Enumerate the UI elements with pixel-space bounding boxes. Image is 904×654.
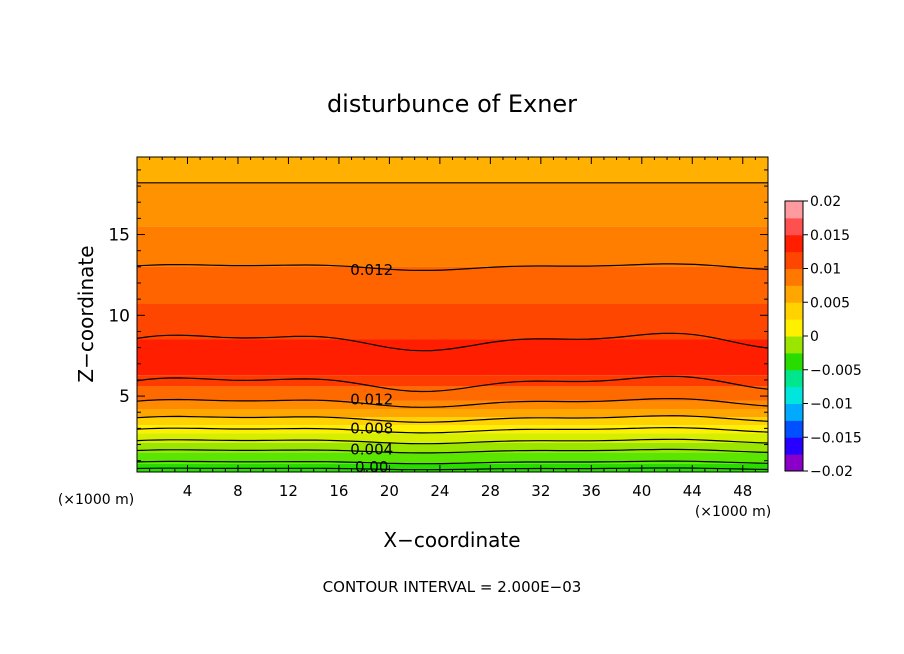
contour-lines — [136, 182, 769, 471]
contour-line — [136, 460, 769, 465]
contour-line — [136, 415, 769, 423]
contour-label: 0.004 — [350, 440, 393, 458]
colorbar-tick-label: 0.02 — [810, 194, 841, 210]
fill-band — [137, 442, 768, 453]
fill-band — [137, 409, 768, 418]
chart-title: disturbunce of Exner — [327, 90, 577, 118]
fill-band — [137, 339, 768, 375]
fill-band — [137, 304, 768, 340]
fill-band — [137, 157, 768, 183]
colorbar-tick-label: 0.005 — [810, 295, 850, 311]
x-unit-right: (×1000 m) — [695, 504, 771, 520]
contour-interval-note: CONTOUR INTERVAL = 2.000E−03 — [323, 578, 582, 596]
contour-line — [136, 448, 769, 454]
colorbar: 0.02 0.015 0.01 0.005 0 −0.005 −0.01 −0.015 −0.0… — [784, 194, 862, 480]
colorbar-swatch — [785, 454, 803, 472]
colorbar-swatch — [785, 285, 803, 303]
contour-label: 0.012 — [350, 261, 393, 279]
x-tick-label: 12 — [279, 482, 298, 500]
colorbar-swatch — [785, 217, 803, 236]
fill-band — [137, 375, 768, 387]
colorbar-tick-label: 0.015 — [810, 228, 850, 244]
fill-band — [137, 400, 768, 409]
y-tick-label: 15 — [108, 226, 130, 246]
fill-band — [137, 463, 768, 472]
fill-band — [137, 226, 768, 267]
colorbar-swatch — [785, 302, 803, 320]
contour-line — [136, 332, 769, 352]
contour-line — [136, 263, 769, 271]
y-tick-label: 5 — [119, 387, 130, 407]
contour-line — [136, 438, 769, 445]
x-tick-label: 32 — [531, 482, 550, 500]
colorbar-swatch — [785, 234, 803, 253]
x-tick-label: 44 — [683, 482, 702, 500]
x-tick-label: 4 — [183, 482, 193, 500]
x-axis-ticks: 4 8 12 16 20 24 28 32 36 40 44 48 — [149, 157, 756, 500]
x-tick-label: 48 — [733, 482, 752, 500]
colorbar-tick-label: 0 — [810, 329, 819, 345]
colorbar-swatch — [785, 319, 803, 337]
y-axis-label: Z−coordinate — [74, 245, 98, 382]
contour-line — [136, 375, 769, 393]
fill-band — [137, 425, 768, 434]
x-tick-label: 40 — [632, 482, 651, 500]
colorbar-swatch — [785, 352, 803, 371]
colorbar-swatch — [785, 403, 803, 421]
x-tick-label: 28 — [481, 482, 500, 500]
contour-line — [136, 426, 769, 434]
colorbar-swatch — [785, 386, 803, 405]
contour-label: 0.012 — [350, 390, 393, 408]
x-tick-label: 36 — [582, 482, 601, 500]
colorbar-tick-label: −0.005 — [810, 363, 862, 379]
plot-fill-bands — [137, 157, 768, 472]
x-axis-label: X−coordinate — [383, 528, 520, 552]
x-tick-label: 16 — [329, 482, 348, 500]
fill-band — [137, 452, 768, 464]
colorbar-tick-label: −0.015 — [810, 430, 862, 446]
colorbar-swatch — [785, 369, 803, 388]
fill-band — [137, 182, 768, 227]
y-axis-ticks: 5 10 15 — [108, 169, 768, 462]
contour-line — [136, 397, 769, 408]
colorbar-swatch — [785, 437, 803, 455]
colorbar-swatch — [785, 201, 803, 219]
colorbar-tick-label: −0.01 — [810, 397, 853, 413]
colorbar-swatch — [785, 251, 803, 270]
colorbar-swatch — [785, 420, 803, 438]
contour-label: 0.00 — [355, 458, 388, 476]
x-tick-label: 24 — [430, 482, 449, 500]
fill-band — [137, 386, 768, 401]
x-unit-left: (×1000 m) — [58, 492, 134, 508]
y-tick-label: 10 — [108, 306, 130, 326]
colorbar-tick-label: −0.02 — [810, 464, 853, 480]
contour-label: 0.008 — [350, 419, 393, 437]
fill-band — [137, 266, 768, 304]
x-tick-label: 20 — [380, 482, 399, 500]
colorbar-swatch — [785, 268, 803, 286]
fill-band — [137, 433, 768, 443]
colorbar-swatch — [785, 336, 803, 354]
x-tick-label: 8 — [233, 482, 243, 500]
colorbar-tick-label: 0.01 — [810, 262, 841, 278]
